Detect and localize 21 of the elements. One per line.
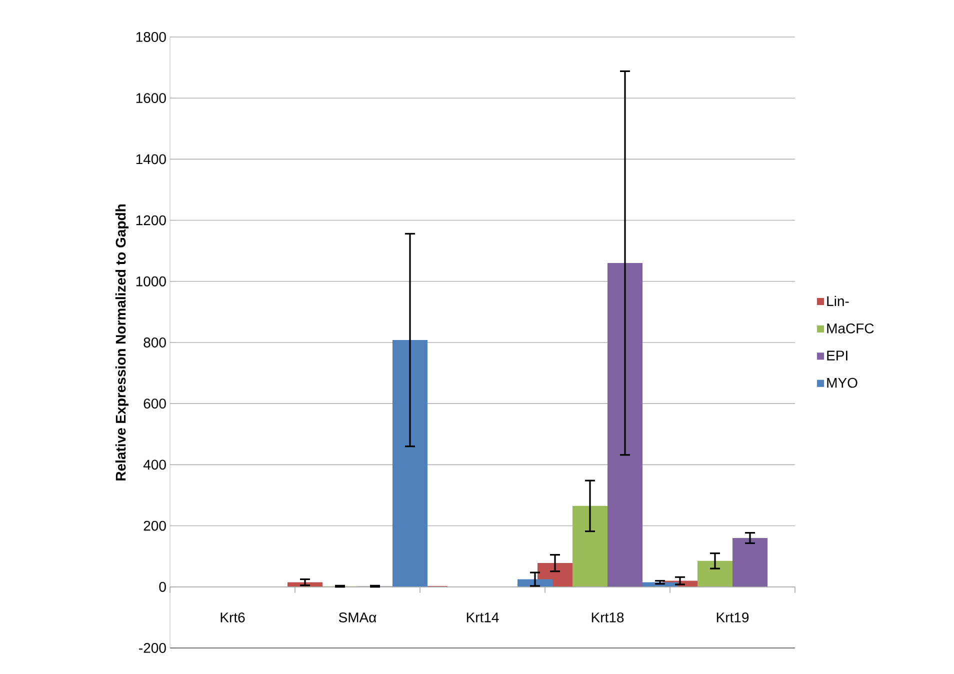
y-tick-label: 1400	[136, 154, 166, 164]
y-tick-label: 800	[144, 338, 166, 348]
x-tick-label: Krt14	[466, 612, 499, 622]
x-tick-label: Krt19	[716, 612, 749, 622]
y-tick-label: 1800	[136, 32, 166, 42]
legend-label: MaCFC	[827, 323, 874, 334]
y-tick-label: 1000	[136, 276, 166, 286]
x-tick-label: SMAα	[338, 612, 376, 622]
y-tick-label: 1600	[136, 93, 166, 104]
y-tick-label: 0	[159, 582, 166, 592]
y-tick-label: 1200	[136, 215, 166, 226]
x-tick-label: Krt6	[220, 612, 245, 622]
y-tick-label: 400	[143, 460, 166, 470]
x-tick-label: Krt18	[592, 612, 624, 622]
y-tick-label: 600	[144, 398, 166, 409]
legend-label: MYO	[827, 378, 858, 388]
y-axis-title: Relative Expression Normalized to Gapdh	[115, 204, 128, 480]
y-tick-label: 200	[144, 520, 166, 531]
legend-label: Lin-	[827, 296, 849, 306]
y-tick-label: -200	[139, 643, 166, 653]
legend-label: EPI	[827, 350, 848, 360]
